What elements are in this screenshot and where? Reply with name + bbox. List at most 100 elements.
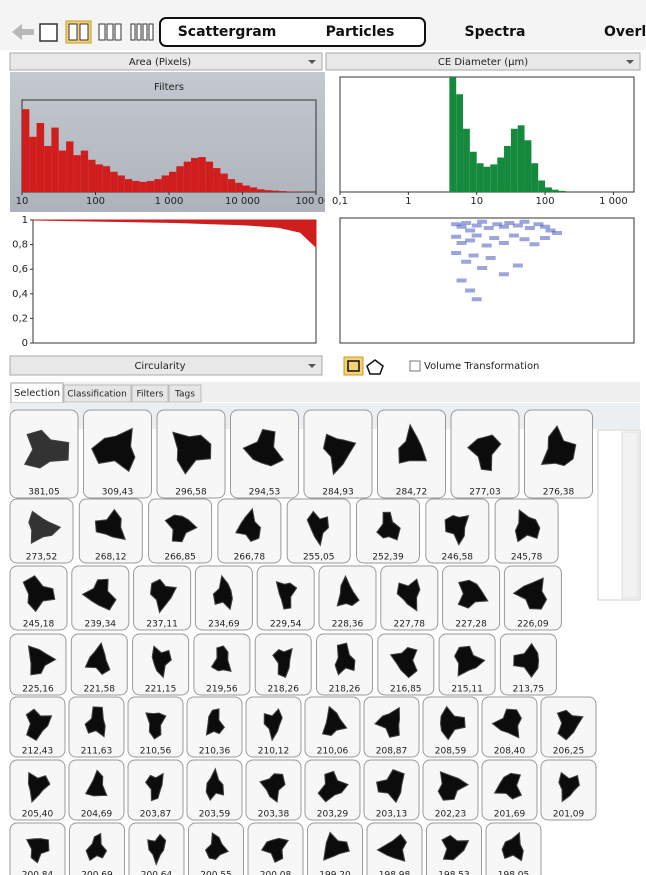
x-tick-label: 1 bbox=[405, 196, 411, 207]
histogram-bar bbox=[125, 179, 132, 192]
histogram-bar bbox=[96, 164, 103, 192]
particle-label: 198,53 bbox=[438, 871, 470, 875]
layout-3[interactable] bbox=[99, 24, 121, 40]
particle-label: 198,98 bbox=[379, 871, 411, 875]
particle-label: 255,05 bbox=[303, 553, 335, 563]
histogram-bar bbox=[525, 140, 532, 192]
chart-panel bbox=[326, 213, 640, 353]
particle-label: 276,38 bbox=[543, 488, 575, 498]
particle-label: 203,13 bbox=[376, 810, 408, 820]
particle-label: 309,43 bbox=[102, 488, 134, 498]
polygon-select-tool[interactable] bbox=[367, 360, 383, 374]
x-tick-label: 10 bbox=[470, 196, 483, 207]
particle-label: 200,08 bbox=[260, 871, 292, 875]
particle-label: 216,85 bbox=[390, 685, 422, 695]
histogram-bar bbox=[545, 187, 552, 192]
density-cell bbox=[457, 225, 467, 229]
density-cell bbox=[519, 237, 529, 241]
histogram-bar bbox=[118, 175, 125, 192]
layout-1[interactable] bbox=[40, 24, 57, 41]
layout-2-icon bbox=[69, 24, 77, 40]
scrollbar[interactable] bbox=[622, 432, 638, 598]
dropdown-label: Area (Pixels) bbox=[129, 57, 191, 68]
tab[interactable]: Spectra bbox=[465, 24, 526, 40]
particle-label: 206,25 bbox=[553, 747, 585, 757]
histogram-bar bbox=[213, 168, 220, 192]
particle-label: 221,15 bbox=[145, 685, 177, 695]
particle-label: 213,75 bbox=[513, 685, 545, 695]
particle-label: 203,59 bbox=[199, 810, 231, 820]
checkbox[interactable] bbox=[410, 361, 420, 371]
particle-label: 284,72 bbox=[396, 488, 428, 498]
histogram-bar bbox=[81, 151, 88, 192]
tab[interactable]: Scattergram bbox=[178, 24, 277, 40]
particle-label: 204,69 bbox=[81, 810, 113, 820]
particle-label: 273,52 bbox=[26, 553, 58, 563]
y-tick-label: 1 bbox=[22, 215, 28, 226]
particle-label: 218,26 bbox=[329, 685, 361, 695]
tab[interactable]: Overla bbox=[604, 24, 646, 40]
histogram-bar bbox=[103, 166, 110, 192]
density-cell bbox=[509, 234, 519, 238]
particle-label: 203,29 bbox=[317, 810, 349, 820]
particle-label: 227,28 bbox=[455, 620, 487, 630]
histogram-bar bbox=[279, 191, 286, 192]
list-tab[interactable]: Tags bbox=[174, 390, 195, 400]
list-tab[interactable]: Selection bbox=[14, 388, 60, 399]
particle-label: 266,78 bbox=[234, 553, 266, 563]
histogram-bar bbox=[51, 128, 58, 192]
particle-label: 203,38 bbox=[258, 810, 290, 820]
density-cell bbox=[513, 224, 523, 228]
density-cell bbox=[465, 229, 475, 233]
histogram-bar bbox=[538, 181, 545, 193]
histogram-bar bbox=[552, 190, 559, 192]
particle-label: 201,09 bbox=[553, 810, 585, 820]
histogram-bar bbox=[477, 163, 484, 192]
particle-label: 277,03 bbox=[469, 488, 501, 498]
layout-2-icon bbox=[80, 24, 88, 40]
histogram-bar bbox=[449, 77, 456, 192]
particle-label: 284,93 bbox=[322, 488, 354, 498]
checkbox-label: Volume Transformation bbox=[424, 361, 539, 372]
density-cell bbox=[499, 225, 509, 229]
particle-label: 294,53 bbox=[249, 488, 281, 498]
histogram-bar bbox=[22, 109, 29, 192]
histogram-bar bbox=[206, 162, 213, 192]
particle-label: 210,12 bbox=[258, 747, 290, 757]
particle-label: 234,69 bbox=[208, 620, 240, 630]
y-tick-label: 0,6 bbox=[12, 264, 28, 275]
particle-label: 203,87 bbox=[140, 810, 172, 820]
density-cell bbox=[489, 236, 499, 240]
density-cell bbox=[540, 225, 550, 229]
density-cell bbox=[513, 264, 523, 268]
particle-label: 212,43 bbox=[22, 747, 54, 757]
list-tab[interactable]: Classification bbox=[67, 390, 127, 400]
particle-label: 221,58 bbox=[84, 685, 116, 695]
screen: Scattergram Particles Spectra Overla Are… bbox=[0, 0, 646, 875]
particle-label: 210,56 bbox=[140, 747, 172, 757]
density-cell bbox=[465, 289, 475, 293]
list-tab[interactable]: Filters bbox=[137, 390, 164, 400]
density-cell bbox=[477, 220, 487, 224]
particle-label: 202,23 bbox=[435, 810, 467, 820]
histogram-bar bbox=[162, 175, 169, 192]
chart-panel bbox=[10, 213, 325, 353]
particle-label: 229,54 bbox=[270, 620, 302, 630]
histogram-bar bbox=[484, 167, 491, 192]
density-cell bbox=[525, 226, 535, 230]
histogram-bar bbox=[176, 166, 183, 192]
density-cell bbox=[486, 256, 496, 260]
histogram-bar bbox=[73, 155, 80, 192]
histogram-bar bbox=[191, 158, 198, 192]
particle-label: 200,84 bbox=[22, 871, 54, 875]
density-cell bbox=[519, 220, 529, 224]
density-cell bbox=[472, 234, 482, 238]
tab[interactable]: Particles bbox=[326, 24, 395, 40]
particle-label: 246,58 bbox=[442, 553, 474, 563]
particle-label: 228,36 bbox=[332, 620, 364, 630]
rect-select-tool[interactable] bbox=[344, 357, 363, 375]
histogram-bar bbox=[228, 179, 235, 192]
histogram-bar bbox=[169, 172, 176, 192]
histogram-bar bbox=[470, 152, 477, 192]
y-tick-label: 0,4 bbox=[12, 289, 28, 300]
